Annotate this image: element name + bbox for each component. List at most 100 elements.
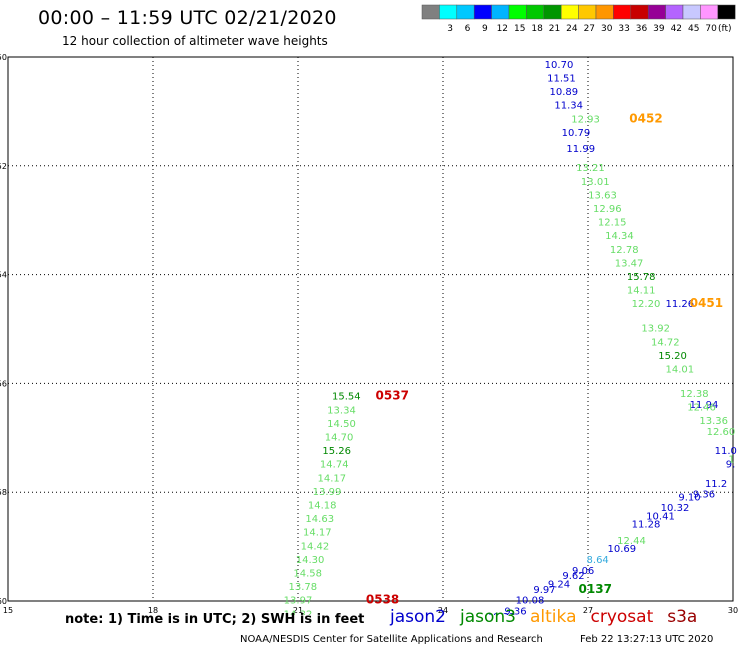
swh-value-s3a: 14.17 (318, 473, 347, 484)
swh-value-s3a: 13.78 (289, 582, 318, 593)
swh-value-jason2: 10.70 (545, 60, 574, 71)
colorbar-label: 24 (566, 24, 578, 34)
colorbar-swatch (717, 4, 736, 20)
page-title: 00:00 – 11:59 UTC 02/21/2020 (38, 7, 337, 29)
color-scale-bar: 3 6 9 12 15 18 21 24 27 30 33 36 39 42 45 70 (ft) (421, 4, 736, 34)
swh-value-jason2: 11.0 (715, 446, 737, 457)
x-tick-label: 24 (438, 606, 448, 615)
colorbar-label: 45 (688, 24, 699, 34)
pass-time-label: 0452 (629, 111, 662, 125)
swh-value-jason2: 9.06 (572, 566, 594, 577)
swh-value-s3a: 12.46 (687, 403, 716, 414)
altimeter-plot: 15 18 21 24 27 30 -50 -52 -54 -56 -58 -60 10.70 11.51… (0, 53, 738, 623)
swh-value-jason3: 15.20 (658, 351, 687, 362)
swh-value-jason2: 9.24 (548, 579, 570, 590)
colorbar-label: 30 (601, 24, 613, 34)
swh-value-jason2: 11.34 (554, 101, 583, 112)
swh-value-jason2: 10.69 (608, 544, 637, 555)
swh-value-s3a: 14.32 (284, 609, 313, 620)
colorbar-label: 39 (653, 24, 665, 34)
satellite-legend: jason2 jason3 altika cryosat s3a (390, 607, 711, 627)
swh-value-s3a: 14.30 (296, 555, 325, 566)
y-tick-label: -58 (0, 488, 7, 497)
swh-value-s3a: 12.93 (571, 114, 600, 125)
colorbar-label: 18 (531, 24, 543, 34)
legend-item-altika: altika (530, 607, 577, 627)
y-tick-label: -54 (0, 271, 7, 280)
swh-value-s3a: 13.01 (581, 177, 610, 188)
credit-text: NOAA/NESDIS Center for Satellite Applica… (240, 634, 543, 645)
legend-item-jason2: jason2 (390, 607, 446, 627)
swh-value-s3a: 14.01 (666, 365, 695, 376)
swh-value-jason2: 11.94 (690, 400, 719, 411)
swh-value-jason3: 15.26 (322, 446, 351, 457)
y-tick-label: -56 (0, 379, 7, 388)
generation-timestamp: Feb 22 13:27:13 UTC 2020 (580, 634, 714, 645)
swh-value-s3a: 14.34 (605, 231, 634, 242)
swh-value-other: 8.64 (587, 555, 609, 566)
swh-value-jason2: 11.51 (547, 73, 576, 84)
colorbar-label: 15 (514, 24, 525, 34)
swh-value-s3a: 14.70 (325, 433, 354, 444)
swh-value-jason2: 9.97 (533, 585, 555, 596)
legend-item-cryosat: cryosat (590, 607, 654, 627)
swh-value-s3a: 13.99 (313, 487, 342, 498)
x-tick-label: 30 (728, 606, 738, 615)
swh-value-s3a: 13.63 (588, 190, 617, 201)
colorbar-label: 42 (671, 24, 682, 34)
swh-value-jason2: 10.41 (646, 511, 675, 522)
colorbar-label: 70 (705, 24, 717, 34)
colorbar-label: 27 (584, 24, 595, 34)
colorbar-label: 21 (549, 24, 560, 34)
swh-value-jason3: 15.78 (627, 272, 656, 283)
colorbar-label: 12 (497, 24, 508, 34)
swh-value-s3a: 12.96 (593, 204, 622, 215)
swh-value-s3a: 13.97 (284, 596, 313, 607)
swh-value-jason2: 11.28 (632, 520, 661, 531)
swh-value-jason2: 10.08 (516, 596, 545, 607)
swh-value-jason2: 11.2 (705, 479, 727, 490)
swh-value-s3a: 13.92 (641, 324, 670, 335)
swh-value-s3a: 14.72 (651, 337, 680, 348)
swh-value-jason2: 9. (726, 460, 736, 471)
y-tick-label: -50 (0, 53, 7, 62)
pass-time-label: 0537 (376, 389, 409, 403)
colorbar-label: 9 (482, 24, 488, 34)
swh-value-s3a: 14.18 (308, 501, 337, 512)
swh-value-s3a: 12.20 (632, 299, 661, 310)
swh-value-jason2: 9.10 (678, 492, 700, 503)
colorbar-label: 36 (636, 24, 648, 34)
swh-value-jason2: 9.36 (693, 490, 715, 501)
swh-value-jason2: 11.26 (666, 299, 695, 310)
swh-value-s3a: 13.36 (699, 416, 728, 427)
pass-time-label: 0451 (690, 296, 723, 310)
x-tick-label: 27 (583, 606, 593, 615)
x-tick-label: 18 (148, 606, 158, 615)
swh-value-s3a: 14.58 (293, 569, 322, 580)
swh-value-s3a: 14.42 (301, 541, 330, 552)
swh-value-jason2: 10.79 (562, 128, 591, 139)
swh-value-s3a: 12.78 (610, 245, 639, 256)
swh-value-jason3: 15.54 (332, 392, 361, 403)
swh-value-s3a: 14.17 (303, 528, 332, 539)
swh-value-jason2: 9.62 (562, 571, 584, 582)
swh-value-s3a: 13.47 (615, 258, 644, 269)
swh-value-jason2: 10.89 (550, 87, 579, 98)
swh-value-s3a: 12.38 (680, 389, 709, 400)
swh-value-s3a: 14.11 (627, 286, 656, 297)
legend-item-s3a: s3a (667, 607, 698, 627)
x-tick-label: 15 (3, 606, 13, 615)
colorbar-label: 3 (447, 24, 453, 34)
swh-value-s3a: 12.60 (707, 427, 736, 438)
swh-value-jason2: 10.33 (487, 612, 516, 623)
colorbar-label: 33 (618, 24, 629, 34)
x-tick-label: 21 (293, 606, 303, 615)
swh-value-s3a: 14.63 (305, 514, 334, 525)
swh-value-s3a: 1 (728, 454, 734, 465)
swh-value-s3a: 12.15 (598, 218, 627, 229)
swh-value-jason2: 10.32 (661, 503, 690, 514)
swh-value-s3a: 13.21 (576, 163, 605, 174)
swh-value-jason2: 11.99 (566, 144, 595, 155)
y-tick-label: -52 (0, 162, 7, 171)
chart-subtitle: 12 hour collection of altimeter wave hei… (62, 34, 328, 48)
